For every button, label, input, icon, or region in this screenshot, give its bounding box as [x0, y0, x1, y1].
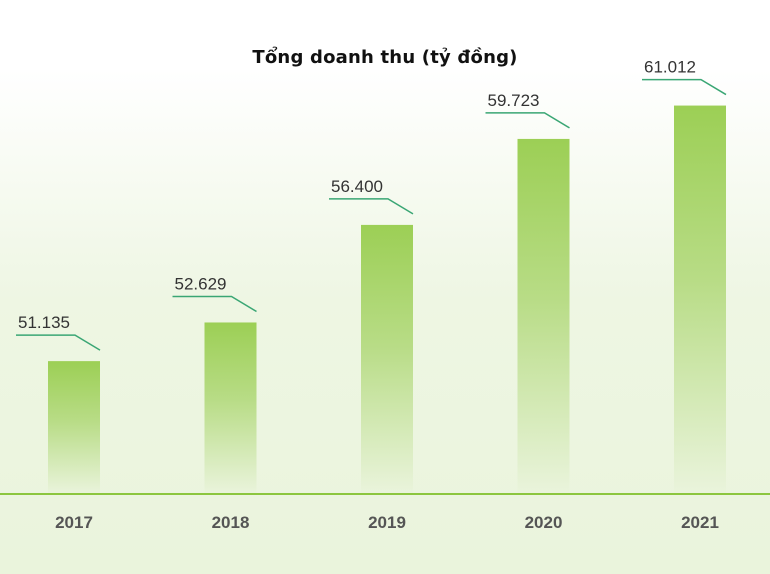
bar-2019 [361, 224, 413, 494]
bar-2020 [517, 138, 570, 495]
bar-2021 [674, 105, 726, 494]
value-label-2018: 52.629 [175, 274, 227, 293]
value-label-2017: 51.135 [18, 313, 70, 332]
value-labels-layer: 51.135 52.629 56.400 59.723 61.012 [18, 58, 696, 333]
leader-line-2019 [329, 198, 414, 215]
bar-2018 [204, 322, 257, 494]
leader-lines-layer [16, 78, 727, 351]
chart-title: Tổng doanh thu (tỷ đồng) [252, 47, 518, 68]
x-tick-2020: 2020 [525, 513, 563, 532]
x-tick-2019: 2019 [368, 513, 406, 532]
x-tick-2018: 2018 [212, 513, 250, 532]
leader-line-2020 [485, 112, 570, 129]
value-label-2019: 56.400 [331, 177, 383, 196]
leader-line-2021 [642, 78, 727, 96]
value-label-2020: 59.723 [488, 91, 540, 110]
value-label-2021: 61.012 [644, 58, 696, 77]
x-tick-labels-layer: 2017 2018 2019 2020 2021 [55, 513, 719, 532]
leader-line-2018 [172, 295, 257, 313]
leader-line-2017 [16, 334, 101, 351]
x-tick-2021: 2021 [681, 513, 719, 532]
bar-2017 [48, 361, 100, 494]
x-tick-2017: 2017 [55, 513, 93, 532]
bars-layer [48, 105, 726, 495]
